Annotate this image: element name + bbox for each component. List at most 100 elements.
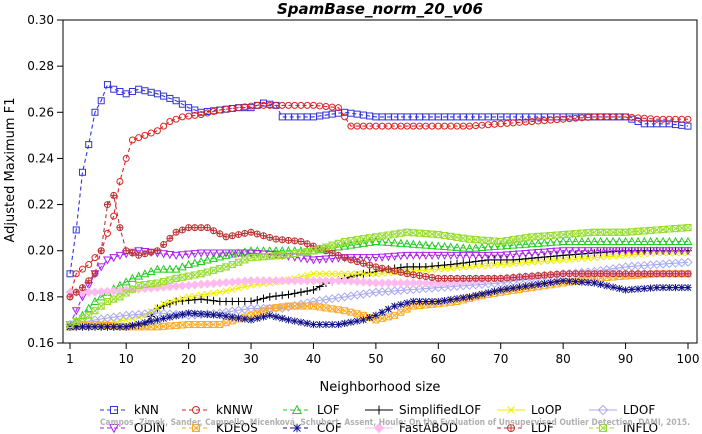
data-point-fastabod xyxy=(271,276,281,286)
data-point-cof xyxy=(359,316,367,324)
data-point-ldf xyxy=(615,270,623,278)
data-point-simplifiedlof xyxy=(428,262,436,271)
data-point-knnw xyxy=(334,104,342,112)
x-tick-label: 60 xyxy=(431,352,446,366)
data-point-ldf xyxy=(353,258,361,266)
data-point-lof xyxy=(134,271,144,280)
data-point-ldf xyxy=(478,274,486,282)
data-point-lof xyxy=(471,243,481,252)
data-point-loop xyxy=(322,270,330,278)
data-point-lof xyxy=(652,236,662,245)
data-point-ldf xyxy=(66,293,74,301)
data-point-cof xyxy=(297,318,305,326)
data-point-cof xyxy=(565,277,573,285)
data-point-cof xyxy=(203,310,211,318)
data-point-cof xyxy=(409,297,417,306)
data-point-cof xyxy=(572,278,580,286)
data-point-lof xyxy=(190,258,200,267)
data-point-odin xyxy=(240,249,250,258)
data-point-lof xyxy=(589,236,599,245)
data-point-fastabod xyxy=(408,278,418,288)
data-point-cof xyxy=(578,278,586,286)
data-point-knnw xyxy=(116,178,124,185)
legend-label-ldof: LDOF xyxy=(623,403,655,417)
data-point-loop xyxy=(491,261,498,269)
data-point-cof xyxy=(665,284,673,292)
legend-label-kdeos: KDEOS xyxy=(216,421,258,434)
data-point-lof xyxy=(571,236,581,245)
data-point-simplifiedlof xyxy=(297,288,305,297)
data-point-ldf xyxy=(653,270,661,278)
data-point-knn xyxy=(135,85,143,93)
data-point-odin xyxy=(515,250,524,259)
data-point-lof xyxy=(496,241,506,250)
data-point-ldf xyxy=(509,273,517,281)
data-point-ldf xyxy=(684,270,692,278)
x-tick-label: 1 xyxy=(66,352,74,366)
data-point-odin xyxy=(315,255,325,265)
legend-label-fastabod: FastABOD xyxy=(399,421,458,434)
data-point-ldf xyxy=(166,234,174,242)
data-point-knn xyxy=(128,88,136,96)
data-point-ldf xyxy=(441,274,449,282)
data-point-knn xyxy=(116,88,124,96)
data-point-loop xyxy=(503,260,511,268)
data-point-fastabod xyxy=(340,276,350,286)
data-point-odin xyxy=(109,254,119,263)
legend-label-cof: COF xyxy=(317,421,342,434)
data-point-odin xyxy=(159,250,169,259)
data-point-knn xyxy=(103,81,111,89)
legend-item-inflo: INFLO xyxy=(589,421,658,434)
data-point-simplifiedlof xyxy=(209,296,218,305)
data-point-cof xyxy=(135,320,143,328)
data-point-knn xyxy=(97,97,105,105)
legend-marker-kdeos xyxy=(192,424,200,432)
data-point-lof xyxy=(677,236,687,245)
data-point-cof xyxy=(440,296,449,305)
data-point-odin xyxy=(377,253,387,262)
data-point-cof xyxy=(228,313,236,321)
data-point-knnw xyxy=(147,129,155,137)
data-point-loop xyxy=(422,266,430,274)
data-point-odin xyxy=(309,256,318,265)
legend-label-ldf: LDF xyxy=(531,421,554,434)
data-point-kdeos xyxy=(353,310,361,318)
legend-item-simplifiedlof: SimplifiedLOF xyxy=(365,403,481,417)
data-point-inflo xyxy=(228,261,237,269)
data-point-cof xyxy=(628,285,636,294)
legend-marker-lof xyxy=(291,404,303,414)
data-point-ldf xyxy=(78,284,86,292)
data-point-lof xyxy=(490,241,499,251)
data-point-cof xyxy=(284,316,293,324)
data-point-loop xyxy=(534,258,542,266)
data-point-inflo xyxy=(334,239,343,247)
data-point-loop xyxy=(584,254,592,262)
data-point-inflo xyxy=(209,266,218,274)
data-point-ldf xyxy=(572,270,580,278)
data-point-inflo xyxy=(203,268,212,276)
data-point-cof xyxy=(291,317,299,325)
data-point-ldf xyxy=(260,232,268,240)
legend-item-loop: LoOP xyxy=(497,403,562,417)
data-point-loop xyxy=(466,263,473,271)
data-point-lof xyxy=(358,238,368,247)
legend-label-lof: LOF xyxy=(317,403,340,417)
y-tick-label: 0.30 xyxy=(27,13,54,27)
data-point-ldf xyxy=(528,272,536,280)
data-point-knnw xyxy=(110,212,118,220)
data-point-odin xyxy=(202,249,212,258)
data-point-lof xyxy=(552,237,562,246)
data-point-odin xyxy=(552,247,562,256)
data-point-lof xyxy=(202,255,212,264)
data-point-ldf xyxy=(515,273,523,281)
data-point-lof xyxy=(84,303,94,312)
data-point-cof xyxy=(603,282,611,290)
data-point-odin xyxy=(596,247,606,256)
data-point-odin xyxy=(134,247,144,256)
data-point-fastabod xyxy=(258,276,269,286)
data-point-cof xyxy=(103,323,112,331)
data-point-ldf xyxy=(185,224,193,232)
data-point-loop xyxy=(528,258,536,266)
data-point-loop xyxy=(553,257,561,264)
data-point-ldf xyxy=(665,270,673,278)
